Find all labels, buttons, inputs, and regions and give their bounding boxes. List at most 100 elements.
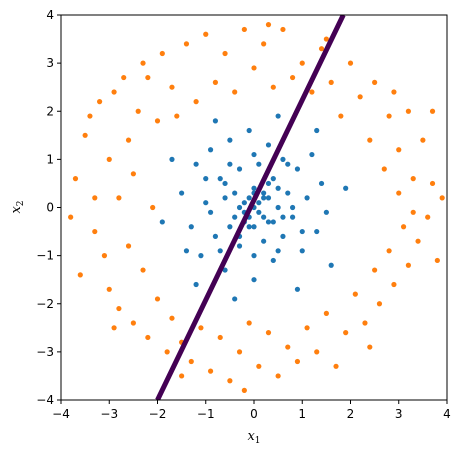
scatter-point [232,296,238,302]
scatter-point [92,228,98,235]
scatter-point [314,349,320,355]
scatter-point [314,127,320,134]
scatter-point [232,89,238,95]
y-tick-label: 3 [46,56,54,70]
scatter-point [179,373,185,379]
scatter-point [328,79,334,85]
scatter-point [193,99,199,105]
scatter-point [198,325,204,331]
scatter-point [222,50,228,57]
scatter-point [304,325,310,331]
scatter-point [290,74,296,81]
scatter-point [169,315,175,321]
scatter-point [222,267,228,273]
scatter-point [101,253,108,259]
scatter-point [323,209,329,215]
scatter-point [328,262,334,268]
scatter-point [415,238,421,244]
scatter-point [169,84,175,90]
scatter-point [396,190,402,196]
scatter-point [145,334,151,341]
scatter-point [318,46,325,52]
scatter-point [270,176,276,182]
scatter-point [270,219,276,225]
x-axis-ticks: −4 −3 −2 −1 0 1 2 3 4 [52,400,451,421]
scatter-point [251,151,257,158]
scatter-point [116,195,122,201]
x-tick-label: 1 [298,407,306,421]
scatter-point [150,204,156,211]
scatter-point [154,296,161,302]
scatter-point [106,156,112,162]
scatter-point [251,65,257,71]
scatter-point [97,99,103,105]
scatter-point [188,224,194,230]
scatter-point [207,368,214,374]
scatter-point [125,243,132,249]
scatter-point [212,118,218,124]
scatter-point [294,166,301,172]
scatter-point [420,137,426,143]
scatter-point [246,224,252,230]
scatter-point [207,209,214,215]
scatter-point [265,219,272,225]
scatter-point [203,176,209,182]
scatter-point [140,267,146,273]
scatter-point [183,41,190,47]
scatter-point [425,214,431,220]
y-tick-label: 0 [46,201,54,215]
scatter-point [188,358,194,365]
x-tick-label: −3 [100,407,118,421]
scatter-point [323,36,329,42]
x-tick-label: 2 [347,407,355,421]
scatter-point [275,373,281,379]
scatter-point [261,41,267,47]
scatter-point [87,113,93,119]
scatter-point [280,233,286,239]
scatter-point [290,214,296,220]
y-tick-label: 2 [46,104,54,118]
y-tick-label: −4 [36,393,54,407]
scatter-point [179,190,185,196]
scatter-point [299,60,305,66]
scatter-point [236,204,243,211]
scatter-point [391,89,397,95]
scatter-point [125,137,132,143]
scatter-point [372,267,378,273]
scatter-point [212,233,218,239]
scatter-point [251,277,257,283]
y-tick-label: 1 [46,152,54,166]
scatter-point [246,320,252,326]
scatter-point [265,330,272,336]
scatter-point [256,161,262,167]
scatter-point [333,363,339,369]
scatter-point [193,161,199,167]
scatter-point [135,108,141,114]
scatter-point [265,142,272,148]
scatter-point [82,132,88,138]
scatter-point [251,224,257,230]
scatter-point [429,108,436,114]
scatter-point [265,22,272,28]
scatter-point [309,89,315,95]
scatter-point [68,214,74,220]
scatter-point [323,310,329,316]
scatter-point [343,185,349,191]
scatter-point [280,214,286,220]
scatter-point [386,113,392,119]
scatter-point [207,147,214,153]
x-tick-label: −2 [149,407,167,421]
scatter-point [92,195,98,201]
scatter-point [429,180,436,187]
data-points [68,22,445,393]
scatter-point [159,219,165,225]
scatter-point [106,286,112,292]
scatter-point [174,113,180,119]
scatter-point [275,185,281,191]
scatter-point [285,190,291,196]
scatter-point [352,291,358,297]
scatter-point [130,171,136,177]
scatter-point [285,161,291,167]
scatter-point [236,349,243,355]
